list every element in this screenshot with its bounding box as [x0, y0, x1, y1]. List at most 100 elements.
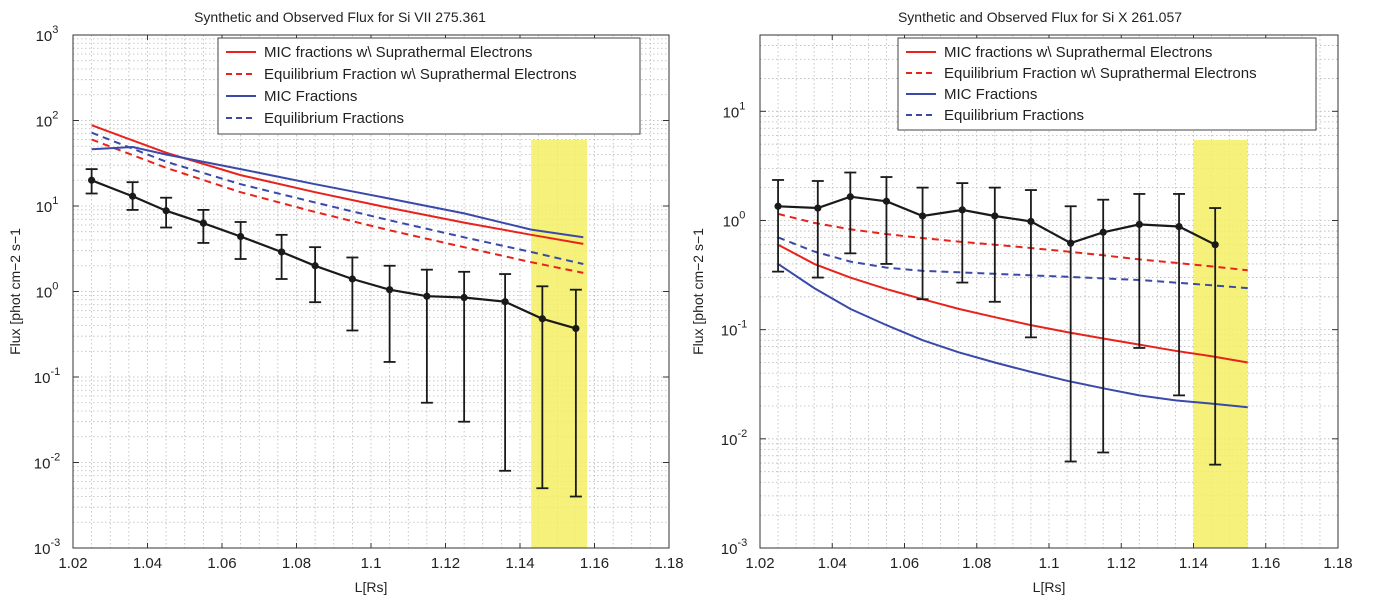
error-bar: [844, 171, 857, 255]
error-bar: [811, 180, 824, 279]
error-bar: [772, 179, 785, 273]
error-bar: [569, 288, 582, 498]
observed-point: [460, 293, 468, 302]
observed-point: [1135, 220, 1143, 229]
error-bar: [275, 233, 288, 280]
x-tick-label: 1.16: [1251, 555, 1280, 572]
x-axis-label: L[Rs]: [1033, 579, 1066, 595]
x-tick-label: 1.14: [1179, 555, 1208, 572]
chart-title: Synthetic and Observed Flux for Si VII 2…: [194, 9, 486, 25]
error-bar: [1097, 198, 1110, 454]
error-bar: [988, 186, 1001, 303]
error-bar: [346, 256, 359, 332]
x-tick-label: 1.02: [745, 555, 774, 572]
series-line-4: [91, 131, 584, 265]
observed-point: [882, 197, 891, 205]
observed-point: [129, 192, 137, 200]
observed-point: [958, 206, 966, 214]
series-line-3: [91, 145, 584, 239]
observed-point: [348, 275, 356, 283]
x-tick-label: 1.14: [505, 555, 534, 572]
observed-point: [311, 262, 319, 270]
y-tick-label: 101: [36, 195, 59, 216]
y-tick-label: 10-3: [34, 537, 60, 558]
series-line-3: [777, 263, 1248, 409]
y-tick-label: 102: [36, 110, 59, 131]
x-tick-label: 1.12: [1107, 555, 1136, 572]
legend-label-3: MIC Fractions: [944, 86, 1037, 103]
error-bar: [420, 268, 433, 404]
observed-point: [386, 286, 394, 294]
observed-point: [814, 204, 822, 212]
observed-point: [846, 193, 854, 201]
x-tick-label: 1.08: [962, 555, 991, 572]
y-tick-label: 10-3: [721, 537, 747, 558]
y-tick-label: 103: [36, 24, 59, 45]
observed-point: [991, 212, 999, 220]
y-axis-label: Flux [phot cm−2 s−1: [7, 228, 23, 355]
series-line-2: [91, 138, 584, 274]
observed-data: [772, 171, 1222, 466]
legend-label-3: MIC Fractions: [264, 88, 357, 105]
error-bar: [1133, 193, 1146, 349]
x-tick-label: 1.1: [1039, 555, 1060, 572]
observed-point: [918, 212, 927, 220]
x-tick-label: 1.04: [818, 555, 847, 572]
y-tick-label: 10-1: [34, 366, 60, 387]
observed-point: [237, 232, 245, 241]
observed-point: [1211, 241, 1219, 249]
error-bar: [383, 264, 396, 363]
observed-point: [1067, 239, 1075, 247]
y-tick-label: 10-2: [721, 428, 747, 449]
y-tick-label: 10-1: [721, 319, 747, 340]
observed-point: [1099, 228, 1107, 236]
error-bar: [916, 186, 929, 301]
legend-box: [217, 37, 641, 135]
error-bar: [1064, 205, 1077, 463]
series-line-1: [777, 243, 1248, 364]
y-tick-label: 101: [723, 100, 746, 121]
y-tick-label: 100: [36, 281, 59, 302]
observed-point: [538, 315, 546, 323]
x-tick-label: 1.06: [207, 555, 236, 572]
x-tick-label: 1.02: [58, 555, 87, 572]
error-bar: [499, 273, 512, 472]
highlight-band: [531, 140, 588, 548]
x-tick-label: 1.18: [1323, 555, 1352, 572]
error-bar: [234, 221, 247, 260]
series-lines: [91, 124, 584, 274]
observed-point: [1027, 217, 1035, 226]
error-bar: [309, 246, 322, 304]
observed-point: [162, 207, 170, 215]
legend: MIC fractions w\ Suprathermal Electrons E…: [897, 37, 1317, 131]
y-tick-label: 10-2: [34, 452, 60, 473]
legend-box: [897, 37, 1317, 131]
x-tick-label: 1.18: [654, 555, 683, 572]
x-tick-label: 1.06: [890, 555, 919, 572]
chart-title: Synthetic and Observed Flux for Si X 261…: [898, 9, 1182, 25]
observed-data: [85, 168, 582, 498]
legend-label-1: MIC fractions w\ Suprathermal Electrons: [944, 44, 1212, 61]
observed-point: [774, 202, 782, 210]
error-bar: [880, 176, 893, 265]
legend-label-1: MIC fractions w\ Suprathermal Electrons: [264, 44, 532, 61]
x-tick-label: 1.08: [282, 555, 311, 572]
observed-point: [278, 248, 286, 256]
observed-line: [91, 179, 577, 330]
series-line-4: [777, 236, 1248, 290]
x-tick-label: 1.04: [133, 555, 162, 572]
observed-point: [199, 219, 207, 227]
y-axis-label: Flux [phot cm−2 s−1: [690, 228, 706, 355]
observed-point: [423, 292, 431, 300]
x-axis-label: L[Rs]: [355, 579, 388, 595]
x-tick-label: 1.1: [361, 555, 382, 572]
highlight-band: [1193, 140, 1248, 548]
observed-point: [501, 298, 509, 306]
legend-label-4: Equilibrium Fractions: [264, 110, 404, 127]
legend-label-2: Equilibrium Fraction w\ Suprathermal Ele…: [944, 65, 1257, 82]
y-tick-label: 100: [723, 209, 746, 230]
x-tick-label: 1.12: [431, 555, 460, 572]
legend: MIC fractions w\ Suprathermal Electrons E…: [217, 37, 641, 135]
legend-label-4: Equilibrium Fractions: [944, 107, 1084, 124]
observed-point: [572, 324, 580, 333]
